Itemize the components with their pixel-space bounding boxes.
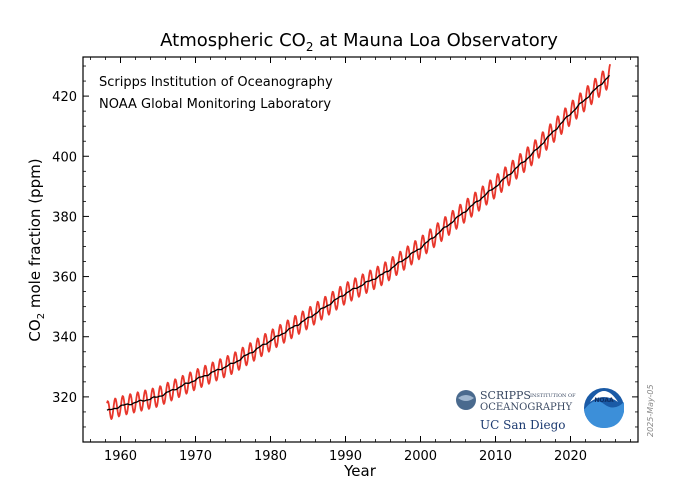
scripps-wave-icon [458,395,474,401]
noaa-logo-text: NOAA [594,397,614,404]
axis-ticks: 1960 1970 1980 1990 2000 2010 2020 320 340 360 380… [52,57,638,464]
x-tick-label: 2000 [404,449,437,464]
chart-title-sub: 2 [306,40,314,54]
scripps-logo-line2: OCEANOGRAPHY [480,402,573,413]
y-tick-label: 340 [52,331,77,346]
scripps-logo-small: INSTITUTION OF [530,393,576,399]
y-axis-label-sub: 2 [36,313,47,319]
chart-title-main: Atmospheric CO [160,30,306,51]
y-axis-label: CO2 mole fraction (ppm) [26,158,47,341]
noaa-wave-icon [584,401,624,428]
y-axis-label-main: CO [26,319,44,341]
trend-series-line [106,74,611,411]
chart-title: Atmospheric CO2 at Mauna Loa Observatory [160,30,558,54]
x-tick-label: 1990 [329,449,362,464]
y-axis-label-rest: mole fraction (ppm) [26,158,44,312]
date-stamp: 2025-May-05 [646,384,655,437]
y-tick-label: 320 [52,391,77,406]
plot-series [106,63,611,420]
y-tick-label: 400 [52,150,77,165]
x-tick-label: 2020 [554,449,587,464]
noaa-logo: NOAA [584,388,624,428]
annotation-noaa: NOAA Global Monitoring Laboratory [99,97,331,112]
y-tick-label: 380 [52,210,77,225]
noaa-bird-icon [590,391,618,402]
ucsd-logo: UC San Diego [480,418,566,432]
y-tick-label: 360 [52,271,77,286]
x-axis-label: Year [343,462,377,480]
scripps-logo: SCRIPPS INSTITUTION OF OCEANOGRAPHY [456,389,576,413]
scripps-logo-line1: SCRIPPS [480,389,531,402]
annotation-scripps: Scripps Institution of Oceanography [99,75,333,90]
chart-title-rest: at Mauna Loa Observatory [313,30,558,51]
x-tick-label: 2010 [479,449,512,464]
x-tick-label: 1980 [254,449,287,464]
x-tick-label: 1970 [179,449,212,464]
monthly-series-line [106,63,611,420]
x-tick-label: 1960 [104,449,137,464]
y-tick-label: 420 [52,90,77,105]
